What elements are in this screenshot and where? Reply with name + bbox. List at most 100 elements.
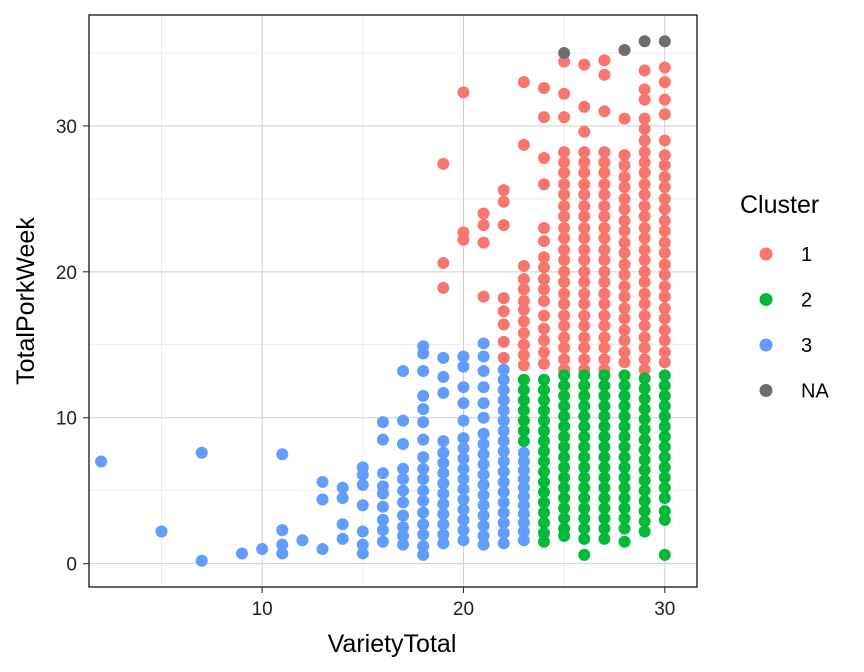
data-point: [558, 46, 571, 59]
data-point: [457, 452, 470, 465]
data-point: [437, 456, 450, 469]
data-point: [477, 468, 490, 481]
data-point: [618, 451, 631, 464]
data-point: [537, 496, 550, 509]
data-point: [618, 236, 631, 249]
data-point: [638, 287, 651, 300]
data-point: [497, 537, 510, 550]
data-point: [437, 518, 450, 531]
data-point: [276, 547, 289, 560]
data-point: [477, 499, 490, 512]
data-point: [598, 243, 611, 256]
data-point: [578, 481, 591, 494]
data-point: [658, 410, 671, 423]
data-point: [578, 297, 591, 310]
data-point: [658, 258, 671, 271]
data-point: [376, 535, 389, 548]
data-point: [356, 525, 369, 538]
data-point: [195, 446, 208, 459]
data-point: [537, 394, 550, 407]
data-point: [276, 448, 289, 461]
data-point: [517, 404, 530, 417]
data-point: [638, 309, 651, 322]
data-point: [618, 258, 631, 271]
data-point: [658, 548, 671, 561]
data-point: [477, 411, 490, 424]
data-point: [558, 481, 571, 494]
data-point: [658, 481, 671, 494]
legend: Cluster 1 2 3 NA: [740, 191, 829, 403]
data-point: [477, 350, 490, 363]
data-point: [598, 287, 611, 300]
data-point: [558, 297, 571, 310]
data-point: [578, 451, 591, 464]
data-point: [497, 318, 510, 331]
data-point: [417, 416, 430, 429]
legend-entry: 2: [759, 290, 812, 312]
data-point: [598, 440, 611, 453]
data-point: [517, 516, 530, 529]
data-point: [417, 365, 430, 378]
data-point: [517, 338, 530, 351]
data-point: [236, 547, 249, 560]
data-point: [537, 527, 550, 540]
data-point: [658, 246, 671, 259]
data-point: [558, 400, 571, 413]
data-point: [497, 373, 510, 386]
data-point: [497, 384, 510, 397]
data-point: [517, 499, 530, 512]
data-point: [638, 402, 651, 415]
data-point: [558, 232, 571, 245]
data-point: [618, 420, 631, 433]
data-point: [658, 192, 671, 205]
data-point: [537, 346, 550, 359]
data-point: [417, 451, 430, 464]
data-point: [296, 534, 309, 547]
x-tick-label: 10: [252, 599, 273, 620]
data-point: [437, 257, 450, 270]
data-point: [517, 138, 530, 151]
data-point: [517, 394, 530, 407]
data-point: [497, 475, 510, 488]
data-point: [537, 465, 550, 478]
data-point: [598, 389, 611, 402]
data-point: [578, 410, 591, 423]
data-point: [598, 146, 611, 159]
data-point: [497, 195, 510, 208]
data-point: [517, 455, 530, 468]
data-point: [316, 543, 329, 556]
data-point: [517, 446, 530, 459]
data-point: [598, 341, 611, 354]
data-point: [517, 359, 530, 372]
data-point: [618, 379, 631, 392]
data-point: [578, 522, 591, 535]
data-point: [457, 381, 470, 394]
panel-border: [88, 14, 698, 588]
data-point: [417, 548, 430, 561]
data-point: [658, 513, 671, 526]
data-point: [397, 365, 410, 378]
x-axis-title: VarietyTotal: [328, 630, 457, 658]
data-point: [598, 232, 611, 245]
data-point: [497, 424, 510, 437]
data-point: [457, 233, 470, 246]
data-point: [638, 464, 651, 477]
data-point: [658, 430, 671, 443]
data-point: [598, 410, 611, 423]
data-point: [537, 273, 550, 286]
data-point: [477, 538, 490, 551]
data-point: [618, 280, 631, 293]
data-point: [598, 156, 611, 169]
data-point: [578, 379, 591, 392]
data-point: [578, 353, 591, 366]
legend-label: 2: [801, 290, 812, 312]
data-point: [598, 400, 611, 413]
data-point: [618, 170, 631, 183]
data-point: [618, 181, 631, 194]
data-point: [558, 331, 571, 344]
data-point: [517, 327, 530, 340]
data-point: [658, 35, 671, 48]
data-point: [457, 503, 470, 516]
data-point: [477, 448, 490, 461]
data-point: [558, 87, 571, 100]
